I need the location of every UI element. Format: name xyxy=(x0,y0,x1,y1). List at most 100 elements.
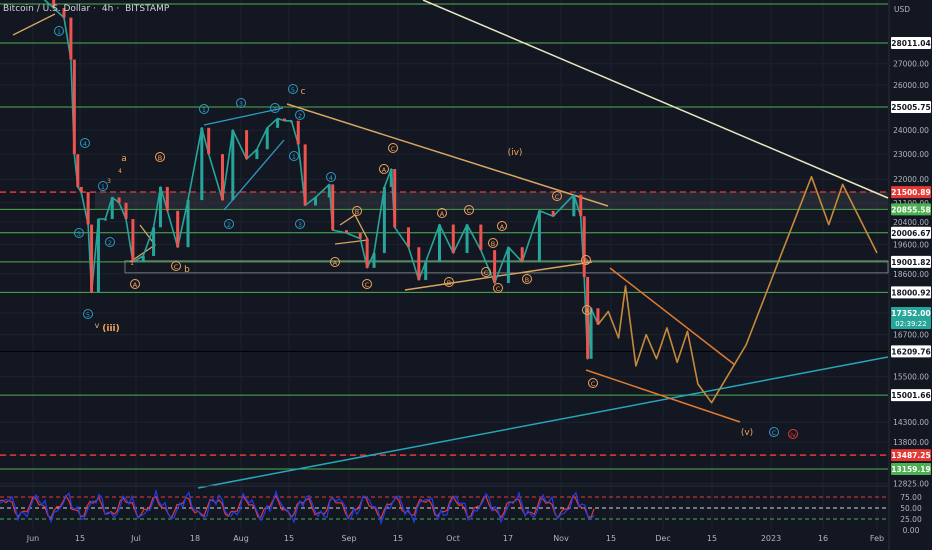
wave-label-orange-text: C xyxy=(484,269,489,277)
candle xyxy=(372,253,376,268)
price-axis-label: 12825.00 xyxy=(893,480,929,489)
wave-label-blue-c-text: C xyxy=(772,429,777,437)
wave-label-blue-text: 3 xyxy=(77,230,81,238)
wave-label-orange-text: C xyxy=(174,263,179,271)
timeframe[interactable]: 4h xyxy=(101,4,114,14)
candle xyxy=(437,224,441,262)
wave-label-orange xyxy=(464,205,474,215)
candle xyxy=(382,186,386,254)
candle xyxy=(79,186,83,193)
wave-label-orange xyxy=(552,191,562,201)
wave-label-orange xyxy=(522,274,532,284)
channel-line xyxy=(585,369,741,423)
candle xyxy=(303,144,307,206)
price-axis-tag xyxy=(891,100,931,113)
rsi-axis-label: 75.00 xyxy=(900,493,922,502)
candle xyxy=(344,230,348,233)
candle xyxy=(72,59,76,155)
wave-label-blue xyxy=(199,104,209,114)
wave-num: 1 xyxy=(130,260,134,267)
channel-line xyxy=(609,267,736,366)
wave-label-orange xyxy=(388,143,398,153)
x-tick-label: Jul xyxy=(130,534,141,543)
wave-label-orange-text: A xyxy=(133,281,138,289)
wave-label-orange xyxy=(488,238,498,248)
candle xyxy=(289,120,293,123)
wave-letter: v xyxy=(95,321,100,330)
wave-letter: a xyxy=(121,154,127,164)
price-axis-label: 19600.00 xyxy=(893,240,929,249)
trendline-white xyxy=(422,0,889,199)
wave-label-orange xyxy=(171,261,181,271)
candle xyxy=(331,184,335,231)
x-tick-label: Jun xyxy=(26,534,40,543)
x-tick-label: Dec xyxy=(655,534,670,543)
price-axis-tag-text: 13159.19 xyxy=(891,465,930,474)
candle xyxy=(506,247,510,284)
x-tick-label: 16 xyxy=(818,534,828,543)
candle xyxy=(493,250,497,284)
wave-label-red-text: iv xyxy=(790,431,796,439)
rsi-axis-label: 0.00 xyxy=(903,526,920,535)
rsi-line xyxy=(0,488,595,526)
candle xyxy=(117,197,121,203)
candle xyxy=(424,261,428,280)
wave-line-orange xyxy=(12,13,56,36)
wave-letter: (v) xyxy=(741,428,753,438)
x-tick-label: Sep xyxy=(341,534,356,543)
candle xyxy=(417,247,421,280)
wave-label-orange xyxy=(588,378,598,388)
x-tick-label: Oct xyxy=(446,534,460,543)
wave-label-orange-text: A xyxy=(585,307,590,315)
wave-label-blue-text: 3 xyxy=(239,100,243,108)
candle xyxy=(393,169,397,228)
candle xyxy=(313,197,317,206)
wave-letter: (iii) xyxy=(102,324,119,334)
candle xyxy=(176,210,180,248)
price-axis-tag-text: 13487.25 xyxy=(891,451,930,460)
wave-letter: (iv) xyxy=(508,148,523,158)
price-axis-tag-text: 18000.92 xyxy=(891,288,930,297)
candle xyxy=(572,194,576,217)
price-axis-label: 13800.00 xyxy=(893,438,929,447)
wave-num: 3 xyxy=(107,178,111,185)
wave-label-orange-text: B xyxy=(491,240,495,248)
wave-label-blue-text: 5 xyxy=(86,311,90,319)
price-axis-tag-text: 25005.75 xyxy=(891,103,930,112)
candle xyxy=(110,197,114,220)
candle xyxy=(245,130,249,160)
wave-label-orange xyxy=(581,255,591,265)
wave-label-orange-text: C xyxy=(555,193,560,201)
wave-label-orange-text: B xyxy=(584,257,588,265)
price-axis-tag xyxy=(891,389,931,402)
wave-label-blue-text: 1 xyxy=(292,153,296,161)
wave-label-blue-text: 3 xyxy=(298,221,302,229)
header-sep: · xyxy=(116,4,120,14)
wave-label-orange xyxy=(330,257,340,267)
trendline-orange xyxy=(404,261,593,291)
wave-label-blue xyxy=(288,84,298,94)
x-tick-label: 2023 xyxy=(761,534,781,543)
symbol-header: Bitcoin / U.S. Dollar · 4h · BITSTAMP xyxy=(3,4,172,14)
candle xyxy=(165,186,169,211)
candle xyxy=(465,224,469,254)
candle xyxy=(520,247,524,262)
wave-label-orange xyxy=(582,305,592,315)
x-tick-label: 15 xyxy=(284,534,294,543)
wave-label-blue xyxy=(80,138,90,148)
price-axis-tag-text: 20006.67 xyxy=(891,229,930,238)
candle xyxy=(276,118,280,128)
rsi-axis-label: 50.00 xyxy=(900,504,922,513)
price-axis-tag xyxy=(891,255,931,268)
wave-letter: b xyxy=(184,265,190,275)
price-axis-tag-text: 21500.89 xyxy=(891,188,930,197)
price-axis-tag xyxy=(891,449,931,462)
price-axis-tag-text: 28011.04 xyxy=(891,39,930,48)
wave-label-orange xyxy=(481,267,491,277)
price-axis-label: 26000.00 xyxy=(893,81,929,90)
wave-label-blue xyxy=(105,237,115,247)
candle xyxy=(365,238,369,268)
